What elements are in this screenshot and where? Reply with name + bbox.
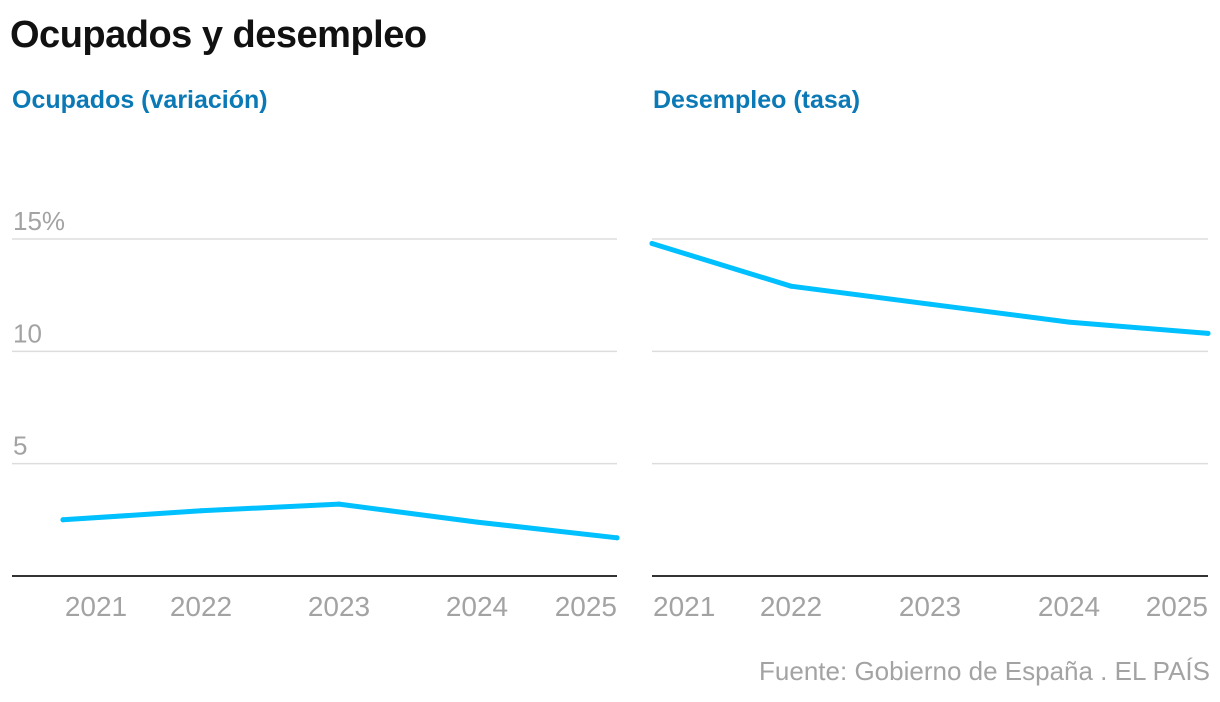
- chart-title: Ocupados y desempleo: [10, 14, 427, 56]
- x-tick-label: 2021: [653, 591, 715, 622]
- data-point: [1205, 330, 1211, 336]
- source-note: Fuente: Gobierno de España . EL PAÍS: [759, 656, 1210, 686]
- data-point: [788, 283, 794, 289]
- y-tick-label: 15%: [13, 206, 65, 236]
- y-tick-label: 5: [13, 431, 27, 461]
- series-line: [649, 241, 1211, 336]
- data-point: [474, 519, 480, 525]
- data-point: [649, 241, 655, 246]
- data-point: [927, 301, 933, 307]
- data-point: [614, 535, 620, 541]
- x-tick-label: 2025: [1146, 591, 1208, 622]
- x-tick-label: 2022: [760, 591, 822, 622]
- panel-desempleo: 2021 2022 2023 2024 2025: [649, 238, 1211, 622]
- x-tick-label: 2024: [1038, 591, 1100, 622]
- x-tick-label: 2022: [170, 591, 232, 622]
- x-tick-label: 2023: [308, 591, 370, 622]
- x-tick-label: 2025: [555, 591, 617, 622]
- panel-title-ocupados: Ocupados (variación): [12, 86, 268, 114]
- panel-title-desempleo: Desempleo (tasa): [653, 86, 861, 114]
- data-point: [198, 508, 204, 514]
- x-tick-label: 2023: [899, 591, 961, 622]
- x-tick-label: 2024: [446, 591, 508, 622]
- series-line: [60, 501, 620, 541]
- y-tick-label: 10: [13, 318, 42, 348]
- data-point: [60, 517, 66, 523]
- x-tick-label: 2021: [65, 591, 127, 622]
- panel-ocupados: 15% 10 5 2021 2022 2023 2024 2025: [12, 206, 620, 622]
- data-point: [336, 501, 342, 507]
- data-point: [1066, 319, 1072, 325]
